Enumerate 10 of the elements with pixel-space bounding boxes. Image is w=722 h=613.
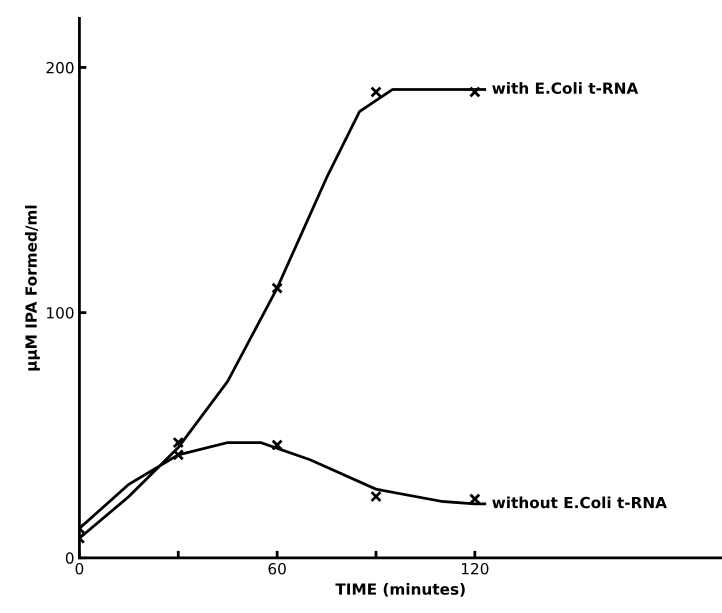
- x-tick-label: 120: [462, 562, 488, 575]
- y-tick-label: 200: [46, 62, 74, 74]
- x-axis-title: TIME (minutes): [335, 583, 465, 597]
- annotation: without E.Coli t-RNA: [492, 496, 667, 508]
- y-axis-title: μμM IPA Formed/ml: [25, 206, 40, 371]
- annotation: with E.Coli t-RNA: [492, 82, 638, 94]
- y-tick-label: 100: [47, 307, 74, 319]
- x-tick-label: 60: [268, 562, 286, 575]
- x-tick-label: 0: [76, 562, 84, 575]
- y-tick-label: 0: [66, 552, 74, 564]
